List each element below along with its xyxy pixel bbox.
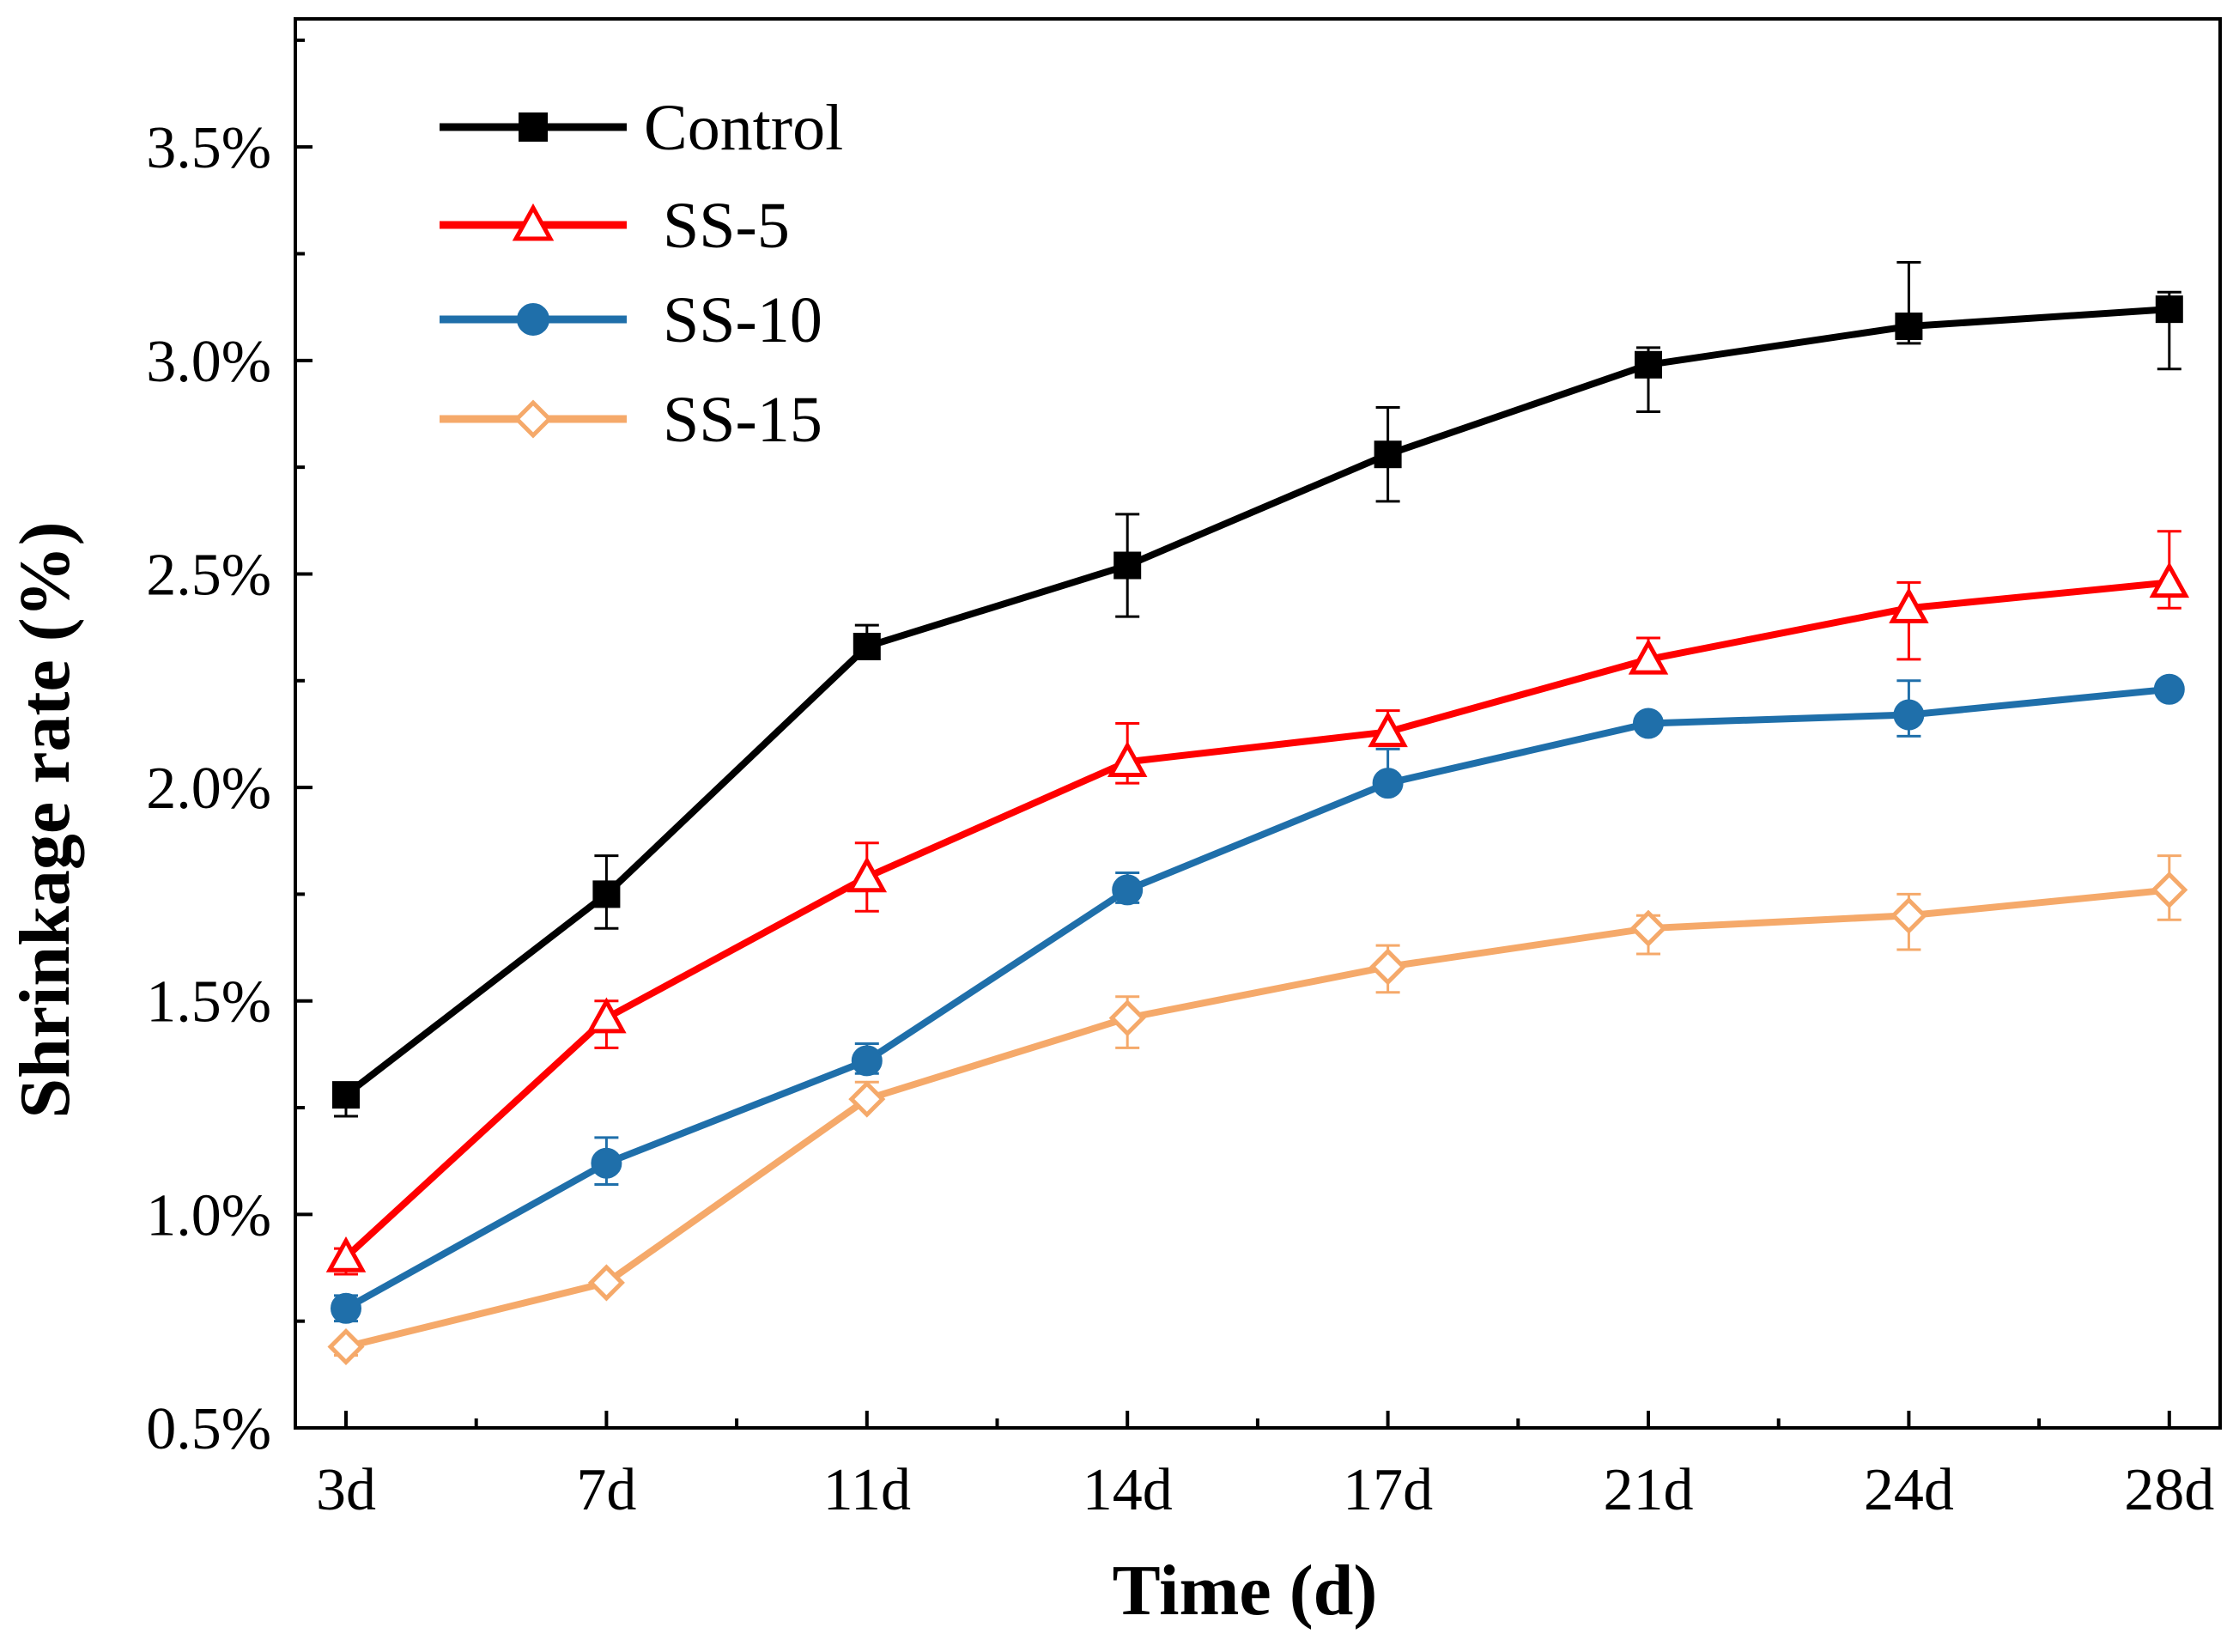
data-point-marker: [519, 112, 548, 142]
data-point-marker: [513, 399, 553, 439]
data-point-marker: [2153, 673, 2185, 705]
data-point-marker: [1635, 350, 1662, 379]
series-line: [345, 886, 2170, 1351]
data-point-marker: [1629, 909, 1667, 947]
y-tick-label: 2.5%: [146, 542, 271, 608]
x-tick-label: 17d: [1343, 1457, 1433, 1523]
data-point-marker: [1372, 768, 1404, 799]
data-point-marker: [587, 1264, 625, 1302]
series-ss-10: [331, 673, 2185, 1324]
data-point-marker: [848, 1080, 886, 1118]
axes: 0.5% 1.0% 1.5% 2.0% 2.5% 3.0% 3.5% 3d 7d 11d 14d 17…: [146, 17, 2222, 1523]
data-point-marker: [2151, 871, 2188, 908]
legend-label: SS-5: [663, 190, 790, 262]
x-tick-label: 28d: [2124, 1457, 2214, 1523]
data-point-marker: [1368, 711, 1408, 748]
legend-label: SS-15: [663, 384, 822, 456]
legend-label: SS-10: [663, 284, 822, 356]
data-point-marker: [591, 1147, 622, 1179]
data-point-marker: [592, 880, 621, 908]
data-point-marker: [1890, 896, 1927, 934]
data-point-marker: [853, 632, 881, 660]
data-point-marker: [512, 203, 555, 241]
data-point-marker: [851, 1045, 883, 1077]
data-point-marker: [1107, 741, 1148, 777]
x-tick-label: 24d: [1864, 1457, 1954, 1523]
data-point-marker: [2149, 562, 2190, 598]
x-tick-label: 3d: [316, 1457, 376, 1523]
y-tick-label: 2.0%: [146, 756, 271, 822]
y-tick-label: 1.5%: [146, 969, 271, 1036]
data-point-marker: [332, 1081, 360, 1109]
data-point-marker: [1369, 948, 1407, 986]
data-point-marker: [1374, 440, 1402, 469]
legend-label: Control: [644, 92, 843, 164]
data-point-marker: [1895, 313, 1923, 341]
data-point-marker: [1628, 638, 1669, 675]
y-tick-label: 1.0%: [146, 1182, 271, 1248]
legend: Control SS-5 SS-10 SS-15: [440, 92, 843, 456]
data-point-marker: [1112, 874, 1144, 906]
data-point-marker: [331, 1292, 361, 1324]
data-point-marker: [325, 1236, 367, 1272]
data-point-marker: [1108, 999, 1146, 1037]
y-tick-label: 3.0%: [146, 329, 271, 395]
data-point-marker: [1633, 708, 1664, 739]
series-control: [332, 260, 2183, 1118]
data-point-marker: [846, 856, 888, 893]
series-ss-15: [327, 854, 2188, 1366]
y-axis-title: Shrinkage rate (%): [5, 521, 85, 1118]
series-line: [343, 579, 2170, 1260]
series-line: [343, 306, 2170, 1098]
data-point-marker: [586, 997, 627, 1034]
y-tick-label: 3.5%: [146, 115, 271, 181]
legend-item-ss-5: SS-5: [440, 190, 790, 262]
series-ss-5: [325, 530, 2190, 1276]
data-point-marker: [1893, 699, 1925, 731]
x-tick-label: 21d: [1604, 1457, 1694, 1523]
x-tick-label: 14d: [1083, 1457, 1173, 1523]
legend-item-ss-15: SS-15: [440, 384, 822, 456]
x-tick-label: 7d: [576, 1457, 636, 1523]
x-axis-title: Time (d): [1113, 1551, 1378, 1631]
series-line: [344, 685, 2170, 1312]
data-point-marker: [517, 303, 549, 336]
data-point-marker: [327, 1327, 365, 1366]
x-tick-label: 11d: [823, 1457, 911, 1523]
data-point-marker: [1889, 587, 1929, 623]
data-point-marker: [1113, 551, 1142, 580]
y-tick-label: 0.5%: [146, 1396, 271, 1462]
series-layer: [325, 260, 2190, 1366]
legend-item-control: Control: [440, 92, 843, 164]
data-point-marker: [2155, 295, 2183, 324]
plot-frame: [294, 17, 2222, 1430]
legend-item-ss-10: SS-10: [440, 284, 822, 356]
